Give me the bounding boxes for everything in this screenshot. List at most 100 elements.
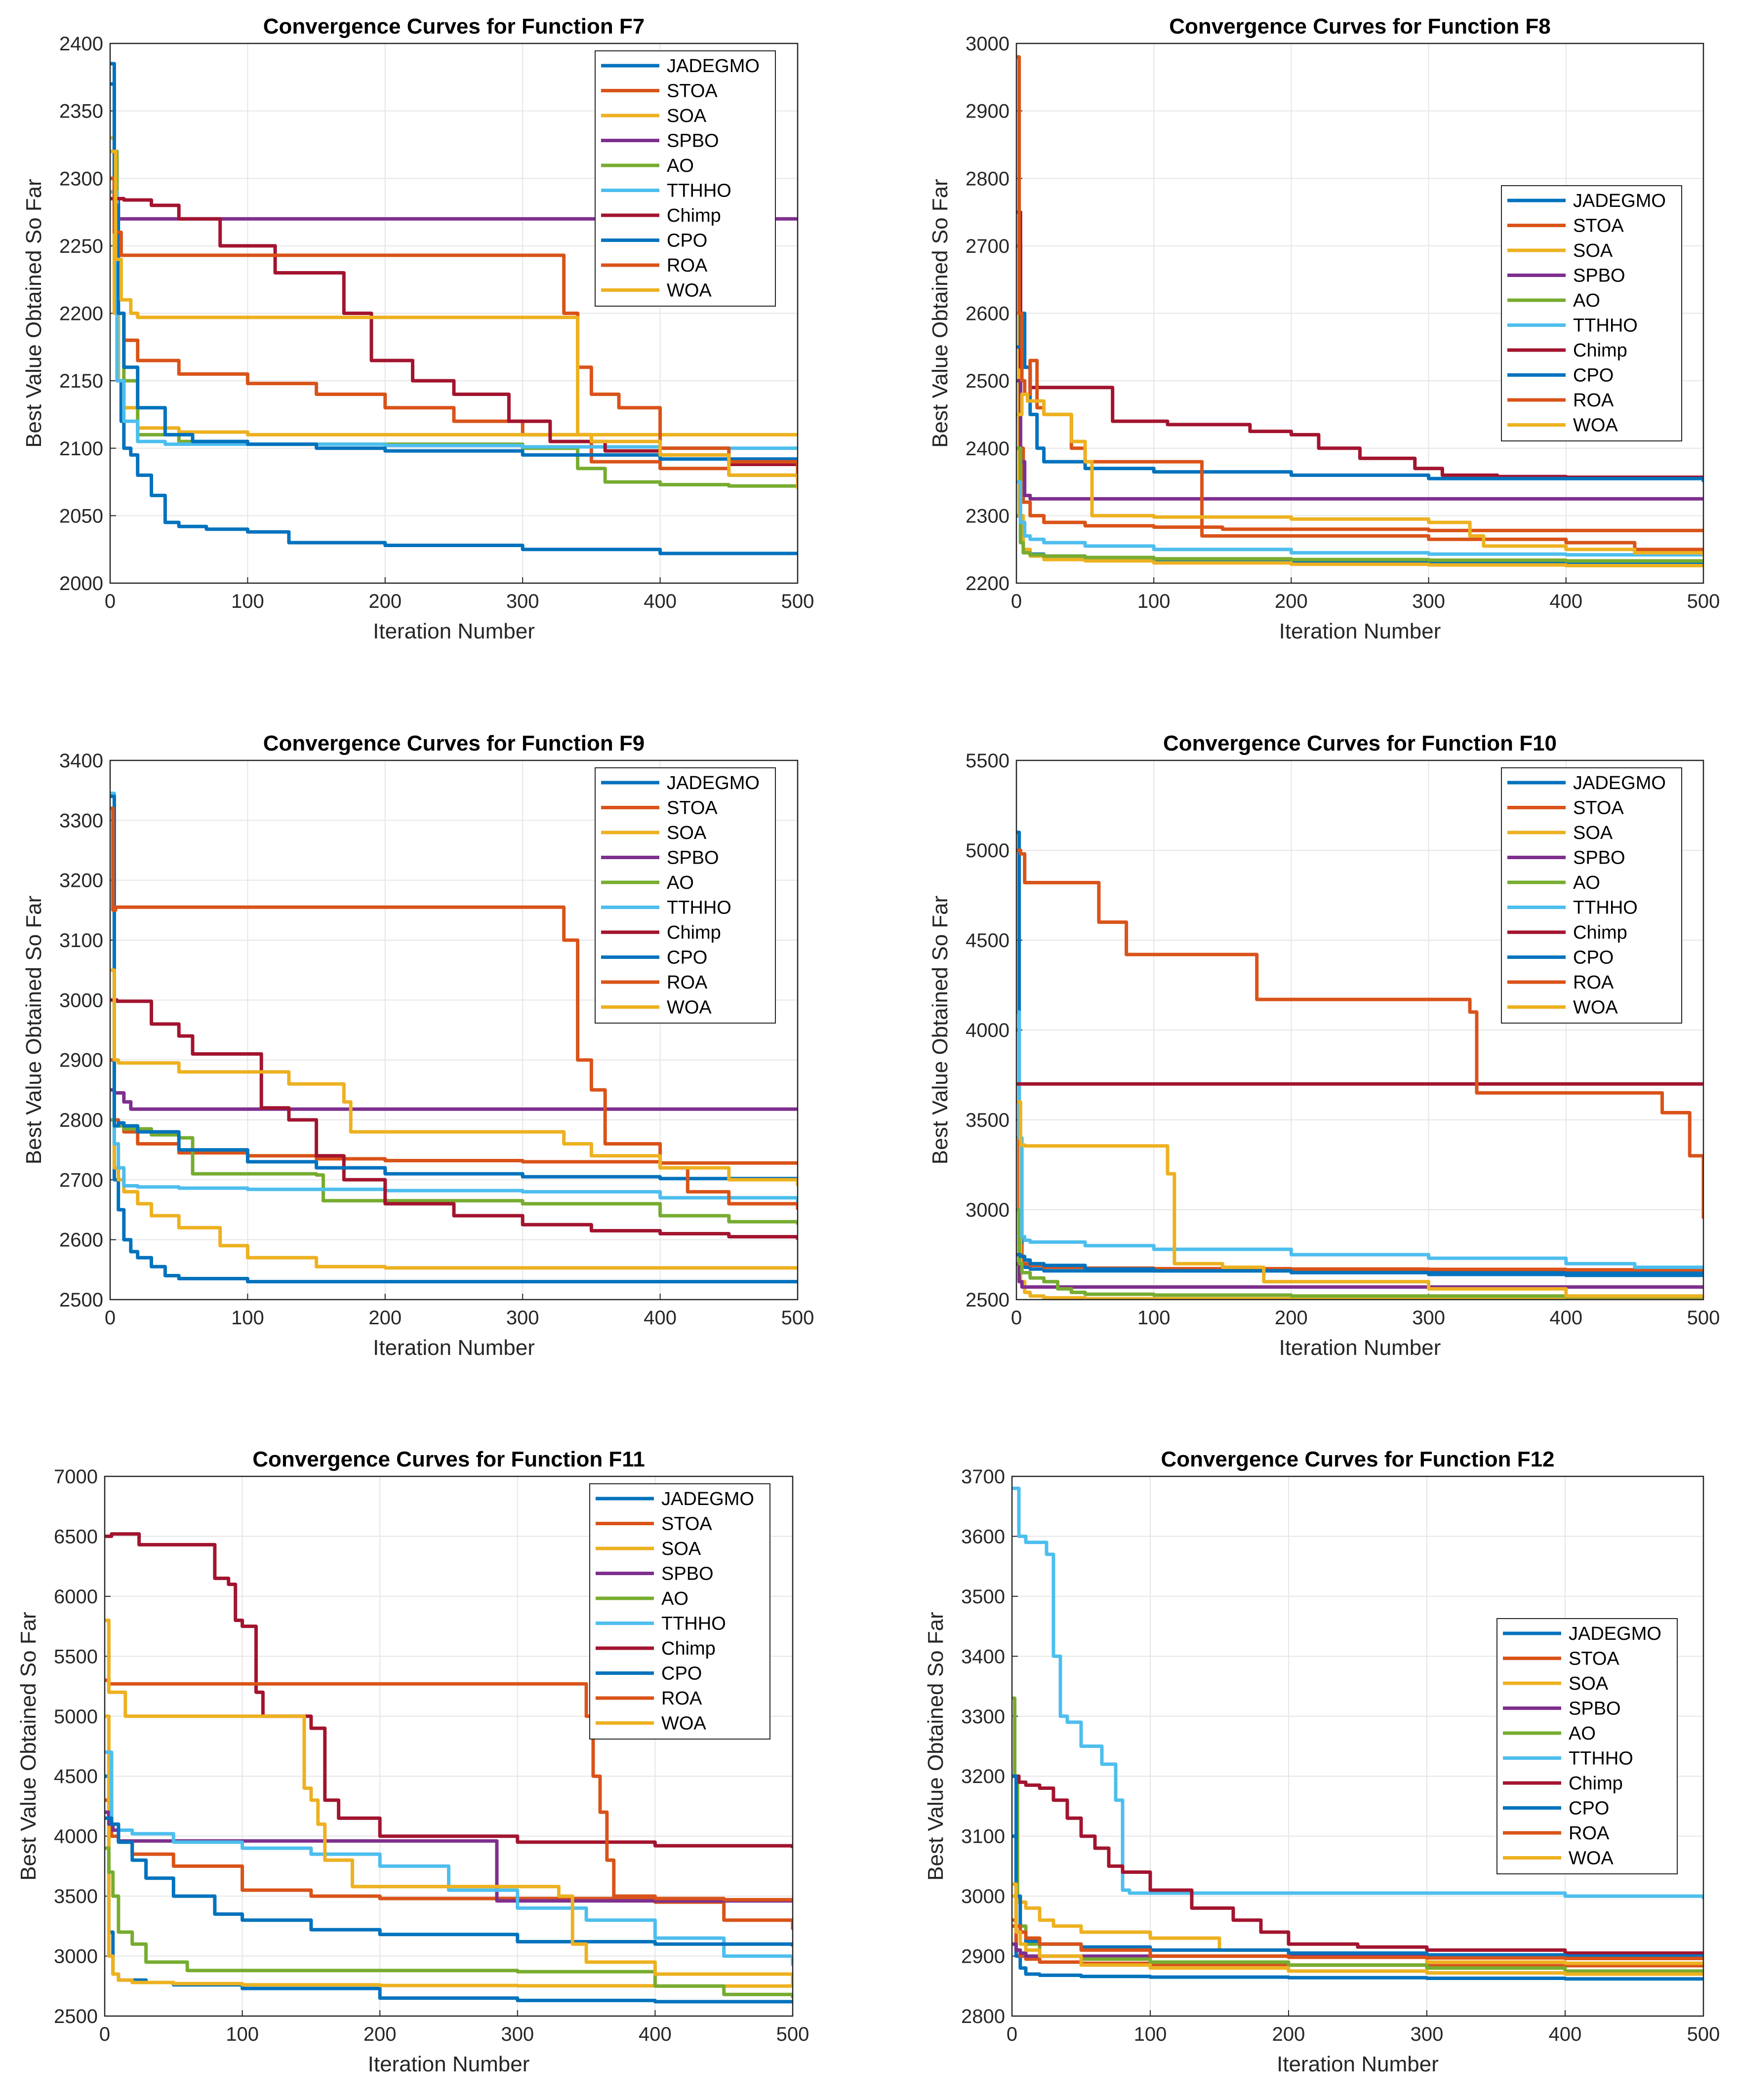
legend-label-stoa: STOA [667,798,718,819]
series-group [1012,1486,1703,1981]
legend-label-spbo: SPBO [1573,266,1625,286]
y-tick-label: 3400 [961,1646,1005,1667]
legend-label-woa: WOA [667,280,712,301]
series-line-spbo [1012,1942,1703,1958]
series-line-woa [110,150,798,489]
x-tick-label: 0 [1007,2023,1017,2045]
series-line-cpo [1016,1253,1703,1277]
series-group [1016,831,1703,1300]
series-line-soa [1012,1894,1703,1965]
legend: JADEGMO STOA SOA SPBO AO TTHHO Chimp CPO ROA WOA [1501,767,1682,1024]
x-tick-label: 500 [1687,1307,1720,1329]
legend-label-spbo: SPBO [1569,1699,1621,1719]
legend: JADEGMO STOA SOA SPBO AO TTHHO Chimp CPO ROA WOA [595,767,776,1024]
series-group [110,62,798,555]
series-line-tthho [110,190,798,450]
series-line-roa [1016,848,1703,1219]
series-line-woa [1012,1882,1703,1976]
y-tick-label: 3700 [961,1466,1005,1488]
y-tick-label: 3000 [54,1946,98,1968]
y-tick-label: 3100 [59,930,103,951]
legend-label-roa: ROA [1569,1823,1610,1844]
x-tick-label: 300 [1412,591,1445,612]
y-tick-label: 2500 [966,1289,1010,1311]
chart-title: Convergence Curves for Function F12 [1161,1447,1554,1471]
y-tick-label: 6500 [54,1526,98,1547]
x-axis-label: Iteration Number [373,1336,535,1360]
series-line-tthho [1016,1010,1703,1269]
legend-label-chimp: Chimp [1573,340,1627,361]
chart-panel-8: 0 100 200 300 400 500 2200 2300 2400 2500 2600 2700… [928,14,1720,643]
x-tick-label: 100 [1134,2023,1167,2045]
y-tick-label: 2150 [59,370,103,392]
y-tick-label: 3500 [54,1886,98,1907]
series-line-roa [110,806,798,1210]
y-tick-label: 2300 [966,505,1010,527]
chart-title: Convergence Curves for Function F7 [263,14,645,39]
series-line-woa [1016,393,1703,556]
legend-label-soa: SOA [667,823,707,843]
chart-panel-10: 0 100 200 300 400 500 2500 3000 3500 4000 4500 5000… [928,731,1720,1360]
legend-label-jadegmo: JADEGMO [667,56,760,77]
series-line-roa [110,176,798,482]
x-tick-label: 400 [639,2023,672,2045]
y-tick-label: 4500 [966,930,1010,951]
legend-label-stoa: STOA [1573,798,1624,819]
legend-label-stoa: STOA [667,81,718,102]
series-line-roa [105,1678,793,1902]
y-tick-label: 4000 [966,1020,1010,1041]
y-tick-label: 3300 [961,1706,1005,1728]
x-tick-label: 300 [506,591,539,612]
series-line-ao [1016,446,1703,563]
y-tick-label: 4000 [54,1826,98,1848]
legend-label-cpo: CPO [661,1664,702,1684]
y-tick-label: 3000 [966,33,1010,55]
y-tick-label: 3400 [59,750,103,772]
series-line-jadegmo [110,1118,798,1284]
legend-label-cpo: CPO [1573,365,1614,386]
legend-label-spbo: SPBO [661,1564,714,1585]
legend-label-tthho: TTHHO [1573,316,1638,336]
y-axis-label: Best Value Obtained So Far [928,896,952,1165]
series-line-cpo [1016,312,1703,482]
series-line-jadegmo [1012,1834,1703,1981]
axes-box [109,759,799,1301]
series-line-roa [1016,55,1703,553]
y-tick-label: 2300 [59,168,103,190]
legend-label-soa: SOA [661,1539,701,1559]
y-tick-label: 2800 [961,2006,1005,2027]
legend-label-tthho: TTHHO [661,1614,726,1634]
legend-label-ao: AO [1569,1723,1596,1744]
legend-label-woa: WOA [1573,415,1618,436]
legend-label-soa: SOA [1573,823,1613,843]
series-line-chimp [1012,1774,1703,1955]
y-tick-label: 2500 [54,2006,98,2027]
series-line-woa [1016,1100,1703,1298]
x-axis-label: Iteration Number [368,2052,530,2076]
legend-label-chimp: Chimp [667,205,721,226]
y-tick-label: 2350 [59,101,103,122]
series-line-jadegmo [110,62,798,555]
legend-label-chimp: Chimp [1569,1773,1623,1794]
x-axis-label: Iteration Number [1279,1336,1441,1360]
series-line-chimp [105,1532,793,1848]
series-line-ao [105,1846,793,1998]
x-tick-label: 200 [1275,591,1308,612]
chart-panel-7: 0 100 200 300 400 500 2000 2050 2100 2150 2200 2250… [22,14,814,643]
legend-label-roa: ROA [667,972,708,993]
axes-box [104,1475,794,2017]
x-tick-label: 0 [1011,591,1022,612]
x-tick-label: 400 [1549,591,1582,612]
legend-label-woa: WOA [661,1713,706,1734]
legend-label-jadegmo: JADEGMO [1569,1624,1661,1644]
y-tick-label: 3000 [966,1199,1010,1221]
y-tick-label: 6000 [54,1586,98,1608]
series-line-tthho [1012,1486,1703,1900]
legend-label-chimp: Chimp [661,1638,716,1659]
x-tick-label: 200 [1275,1307,1308,1329]
x-tick-label: 0 [105,1307,116,1329]
legend-label-woa: WOA [1569,1848,1614,1869]
series-line-tthho [105,1750,793,1966]
legend-label-tthho: TTHHO [667,181,731,201]
